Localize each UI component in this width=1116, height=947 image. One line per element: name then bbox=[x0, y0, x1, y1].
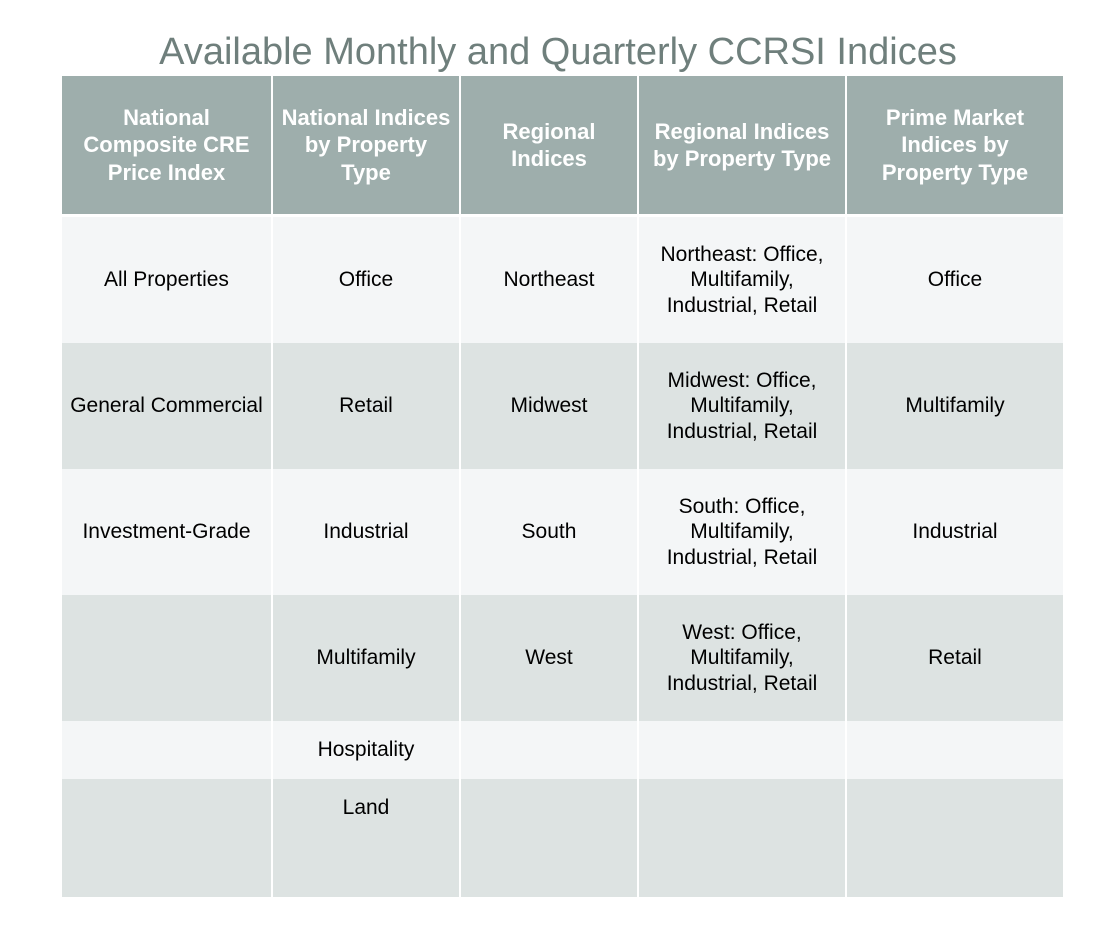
table-row bbox=[62, 837, 1063, 897]
header-regional-by-type: Regional Indices by Property Type bbox=[638, 76, 847, 217]
cell-text: Office bbox=[927, 268, 983, 292]
table-cell bbox=[62, 721, 273, 779]
table-cell: Multifamily bbox=[846, 343, 1063, 469]
cell-text: Northeast: Office, Multifamily, Industri… bbox=[660, 242, 824, 317]
header-label: Prime Market Indices by Property Type bbox=[881, 104, 1029, 185]
table-cell: Retail bbox=[846, 595, 1063, 721]
header-national-composite: National Composite CRE Price Index bbox=[62, 76, 273, 217]
cell-text: Northeast bbox=[503, 268, 595, 292]
table-cell bbox=[638, 779, 847, 837]
header-label: Regional Indices bbox=[502, 118, 596, 172]
table-row: Hospitality bbox=[62, 721, 1063, 779]
table-row: Investment-Grade Industrial South South:… bbox=[62, 469, 1063, 595]
cell-text: South: Office, Multifamily, Industrial, … bbox=[666, 494, 818, 569]
header-label: Regional Indices by Property Type bbox=[652, 118, 832, 172]
cell-text: Hospitality bbox=[317, 738, 415, 762]
table-cell: Northeast bbox=[460, 215, 639, 343]
table-header-row: National Composite CRE Price Index Natio… bbox=[62, 76, 1063, 217]
table-cell bbox=[460, 837, 639, 897]
cell-text: Investment-Grade bbox=[82, 520, 251, 544]
cell-text: Land bbox=[342, 796, 390, 820]
table-cell: Midwest: Office, Multifamily, Industrial… bbox=[638, 343, 847, 469]
cell-text: Midwest bbox=[510, 394, 588, 418]
table-cell bbox=[460, 779, 639, 837]
cell-text: Office bbox=[338, 268, 394, 292]
cell-text: General Commercial bbox=[70, 394, 263, 418]
table-cell: Investment-Grade bbox=[62, 469, 273, 595]
table-cell: Northeast: Office, Multifamily, Industri… bbox=[638, 215, 847, 343]
table-row: Land bbox=[62, 779, 1063, 837]
table-cell: West bbox=[460, 595, 639, 721]
table-cell: Industrial bbox=[846, 469, 1063, 595]
header-label: National Indices by Property Type bbox=[281, 104, 451, 185]
table-cell: Retail bbox=[272, 343, 461, 469]
cell-text: Industrial bbox=[323, 520, 409, 544]
table-cell bbox=[62, 837, 273, 897]
table-row: Multifamily West West: Office, Multifami… bbox=[62, 595, 1063, 721]
cell-text: Midwest: Office, Multifamily, Industrial… bbox=[666, 368, 818, 443]
table-cell bbox=[272, 837, 461, 897]
table-cell: Multifamily bbox=[272, 595, 461, 721]
header-regional: Regional Indices bbox=[460, 76, 639, 217]
table-cell: Industrial bbox=[272, 469, 461, 595]
cell-text: Multifamily bbox=[905, 394, 1005, 418]
table-cell bbox=[62, 595, 273, 721]
table-cell bbox=[460, 721, 639, 779]
page-title: Available Monthly and Quarterly CCRSI In… bbox=[159, 31, 957, 73]
cell-text: Industrial bbox=[912, 520, 998, 544]
table-cell: West: Office, Multifamily, Industrial, R… bbox=[638, 595, 847, 721]
cell-text: Multifamily bbox=[316, 646, 416, 670]
table-cell: South: Office, Multifamily, Industrial, … bbox=[638, 469, 847, 595]
table-row: All Properties Office Northeast Northeas… bbox=[62, 215, 1063, 343]
table-cell: Hospitality bbox=[272, 721, 461, 779]
table-cell: Office bbox=[272, 215, 461, 343]
table-cell: All Properties bbox=[62, 215, 273, 343]
table-cell: Midwest bbox=[460, 343, 639, 469]
table-cell: Land bbox=[272, 779, 461, 837]
table-cell bbox=[846, 837, 1063, 897]
cell-text: Retail bbox=[928, 646, 982, 670]
table-row: General Commercial Retail Midwest Midwes… bbox=[62, 343, 1063, 469]
table-cell bbox=[638, 721, 847, 779]
cell-text: West: Office, Multifamily, Industrial, R… bbox=[666, 620, 818, 695]
cell-text: South bbox=[521, 520, 577, 544]
table-cell bbox=[846, 721, 1063, 779]
table-cell bbox=[846, 779, 1063, 837]
table-cell: Office bbox=[846, 215, 1063, 343]
table-cell bbox=[638, 837, 847, 897]
header-prime-market: Prime Market Indices by Property Type bbox=[846, 76, 1063, 217]
cell-text: All Properties bbox=[104, 268, 229, 292]
header-national-by-type: National Indices by Property Type bbox=[272, 76, 461, 217]
table-cell bbox=[62, 779, 273, 837]
indices-table: National Composite CRE Price Index Natio… bbox=[62, 76, 1063, 897]
table-cell: South bbox=[460, 469, 639, 595]
cell-text: West bbox=[525, 646, 573, 670]
table-cell: General Commercial bbox=[62, 343, 273, 469]
cell-text: Retail bbox=[339, 394, 393, 418]
header-label: National Composite CRE Price Index bbox=[83, 104, 250, 185]
